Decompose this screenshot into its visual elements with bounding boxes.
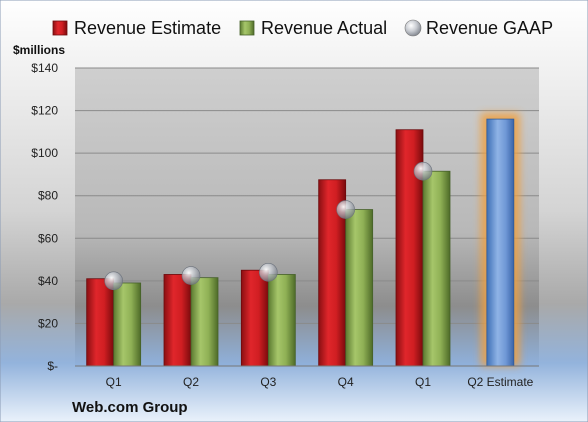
legend-label: Revenue Actual	[261, 18, 387, 38]
plot-area	[75, 68, 539, 366]
x-tick-label: Q1	[415, 375, 431, 389]
x-tick-label: Q2	[183, 375, 199, 389]
y-tick-label: $120	[31, 104, 58, 118]
bar-revenue-actual	[422, 170, 451, 367]
bar-revenue-estimate	[240, 269, 269, 367]
gaap-marker	[413, 161, 433, 181]
bar-revenue-estimate	[86, 278, 115, 367]
bar-revenue-actual	[113, 282, 142, 367]
bar-revenue-actual	[267, 274, 296, 367]
y-tick-label: $140	[31, 61, 58, 75]
legend-label: Revenue Estimate	[74, 18, 221, 38]
legend: Revenue Estimate Revenue Actual Revenue GA…	[52, 18, 553, 38]
x-axis-ticks: Q1 Q2 Q3 Q4 Q1 Q2 Estimate	[106, 375, 534, 389]
x-tick-label: Q1	[106, 375, 122, 389]
bar-revenue-actual	[345, 209, 374, 367]
gaap-marker	[181, 266, 201, 285]
x-tick-label: Q4	[338, 375, 354, 389]
gridlines	[75, 67, 539, 324]
company-name: Web.com Group	[72, 399, 188, 416]
y-axis-unit-label: $millions	[13, 43, 65, 57]
legend-swatch	[239, 20, 255, 36]
y-tick-label: $20	[38, 316, 58, 330]
y-tick-label: $40	[38, 274, 58, 288]
y-tick-label: $-	[47, 359, 58, 373]
legend-label: Revenue GAAP	[426, 18, 553, 38]
gaap-marker	[104, 271, 123, 291]
y-tick-label: $60	[38, 231, 58, 245]
gaap-marker	[259, 263, 278, 282]
y-tick-label: $100	[31, 146, 58, 160]
y-tick-label: $80	[38, 189, 58, 203]
bar-revenue-actual	[190, 277, 219, 367]
bars	[86, 113, 520, 367]
legend-swatch	[52, 20, 68, 36]
y-axis-ticks: $- $20 $40 $60 $80 $100 $120 $140	[31, 61, 58, 373]
gaap-markers	[104, 161, 433, 291]
x-tick-label: Q2 Estimate	[467, 375, 533, 389]
legend-marker-gaap	[404, 19, 422, 37]
x-tick-label: Q3	[260, 375, 276, 389]
bar-revenue-estimate	[163, 274, 192, 367]
bar-q2-estimate	[486, 118, 515, 367]
gaap-marker	[336, 200, 355, 219]
